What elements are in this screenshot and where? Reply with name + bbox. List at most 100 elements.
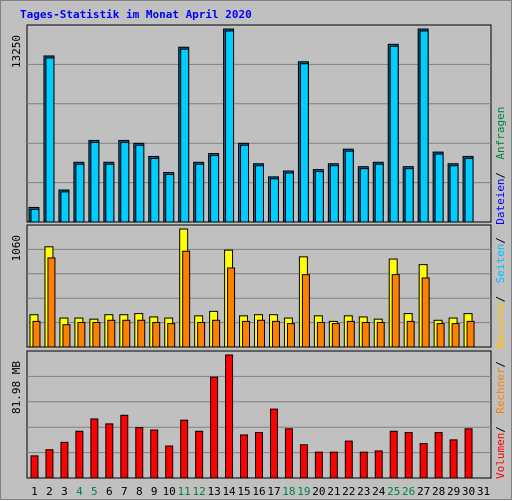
panel-max-label: 13250 — [10, 35, 23, 68]
bar-volumen — [374, 450, 383, 479]
bar-seiten — [150, 157, 160, 223]
bar-rechner — [257, 319, 265, 348]
legend-label: Volumen — [494, 433, 507, 479]
bar-volumen — [225, 354, 234, 479]
bar-volumen — [150, 429, 159, 479]
bar-seiten — [404, 168, 414, 223]
day-label: 9 — [151, 485, 158, 498]
day-label: 20 — [312, 485, 325, 498]
bar-volumen — [165, 445, 174, 479]
day-label: 26 — [402, 485, 415, 498]
legend-separator: / — [494, 172, 507, 179]
bar-volumen — [75, 430, 84, 479]
bar-volumen — [195, 430, 204, 479]
day-label: 24 — [372, 485, 386, 498]
bar-rechner — [92, 322, 101, 348]
bar-rechner — [32, 320, 41, 348]
bar-seiten — [374, 163, 384, 223]
chart-title: Tages-Statistik im Monat April 2020 — [20, 8, 252, 21]
bar-seiten — [195, 163, 205, 223]
bar-rechner — [286, 323, 295, 348]
bar-rechner — [137, 319, 146, 348]
bar-volumen — [404, 431, 413, 479]
bar-rechner — [406, 320, 415, 348]
bar-seiten — [75, 163, 85, 223]
bar-rechner — [242, 320, 251, 348]
bar-rechner — [346, 320, 355, 348]
bar-seiten — [225, 30, 235, 223]
bar-rechner — [197, 322, 206, 348]
day-label: 14 — [222, 485, 236, 498]
bar-seiten — [30, 208, 40, 223]
bar-volumen — [135, 427, 144, 479]
day-label: 15 — [237, 485, 250, 498]
day-label: 1 — [31, 485, 38, 498]
day-label: 2 — [46, 485, 53, 498]
bar-seiten — [389, 45, 399, 223]
bar-volumen — [464, 428, 473, 479]
bar-seiten — [284, 172, 294, 223]
bar-rechner — [316, 322, 325, 348]
bar-volumen — [299, 444, 308, 479]
day-label: 23 — [357, 485, 370, 498]
bar-seiten — [449, 165, 459, 223]
bar-seiten — [434, 153, 444, 223]
bar-seiten — [135, 144, 145, 223]
bar-volumen — [210, 376, 219, 479]
day-label: 25 — [387, 485, 400, 498]
legend-label: Dateien — [494, 178, 507, 224]
bar-volumen — [180, 419, 189, 479]
bar-rechner — [436, 323, 445, 348]
day-label: 4 — [76, 485, 83, 498]
bar-volumen — [105, 423, 114, 479]
bar-seiten — [165, 173, 175, 223]
bar-rechner — [331, 323, 340, 348]
day-label: 19 — [297, 485, 310, 498]
bar-volumen — [284, 428, 293, 479]
bar-rechner — [466, 320, 475, 348]
bar-volumen — [240, 434, 249, 479]
bar-seiten — [120, 141, 130, 223]
day-label: 7 — [121, 485, 128, 498]
panel-max-label: 1060 — [10, 235, 23, 262]
bar-rechner — [361, 322, 370, 348]
bar-volumen — [30, 455, 39, 479]
bar-rechner — [376, 322, 385, 348]
panel-max-label: 81.98 MB — [10, 361, 23, 414]
day-label: 21 — [327, 485, 340, 498]
bar-volumen — [90, 418, 99, 479]
day-label: 29 — [447, 485, 460, 498]
bar-seiten — [60, 191, 70, 223]
bar-rechner — [451, 323, 460, 348]
legend-label: Anfragen — [494, 107, 507, 160]
day-label: 3 — [61, 485, 68, 498]
day-label: 22 — [342, 485, 355, 498]
bar-rechner — [182, 250, 191, 348]
day-label: 31 — [477, 485, 490, 498]
bar-rechner — [77, 322, 86, 348]
bar-seiten — [210, 155, 220, 223]
bar-rechner — [107, 319, 116, 348]
day-label: 17 — [267, 485, 280, 498]
bar-seiten — [240, 144, 250, 223]
day-label: 28 — [432, 485, 445, 498]
bar-volumen — [329, 451, 338, 479]
bar-volumen — [269, 408, 278, 479]
bar-rechner — [212, 319, 221, 348]
bar-rechner — [301, 274, 310, 348]
legend-label: Seiten — [494, 244, 507, 284]
legend-label: Rechner — [494, 367, 507, 414]
bar-volumen — [419, 443, 428, 479]
bar-volumen — [449, 439, 458, 479]
bar-seiten — [464, 157, 474, 223]
day-label: 27 — [417, 485, 430, 498]
bar-seiten — [180, 48, 190, 223]
bar-seiten — [90, 141, 100, 223]
bar-volumen — [434, 431, 443, 479]
legend-separator: / — [494, 296, 507, 303]
day-label: 18 — [282, 485, 295, 498]
day-label: 10 — [163, 485, 176, 498]
bar-volumen — [389, 430, 398, 479]
bar-seiten — [45, 57, 55, 223]
